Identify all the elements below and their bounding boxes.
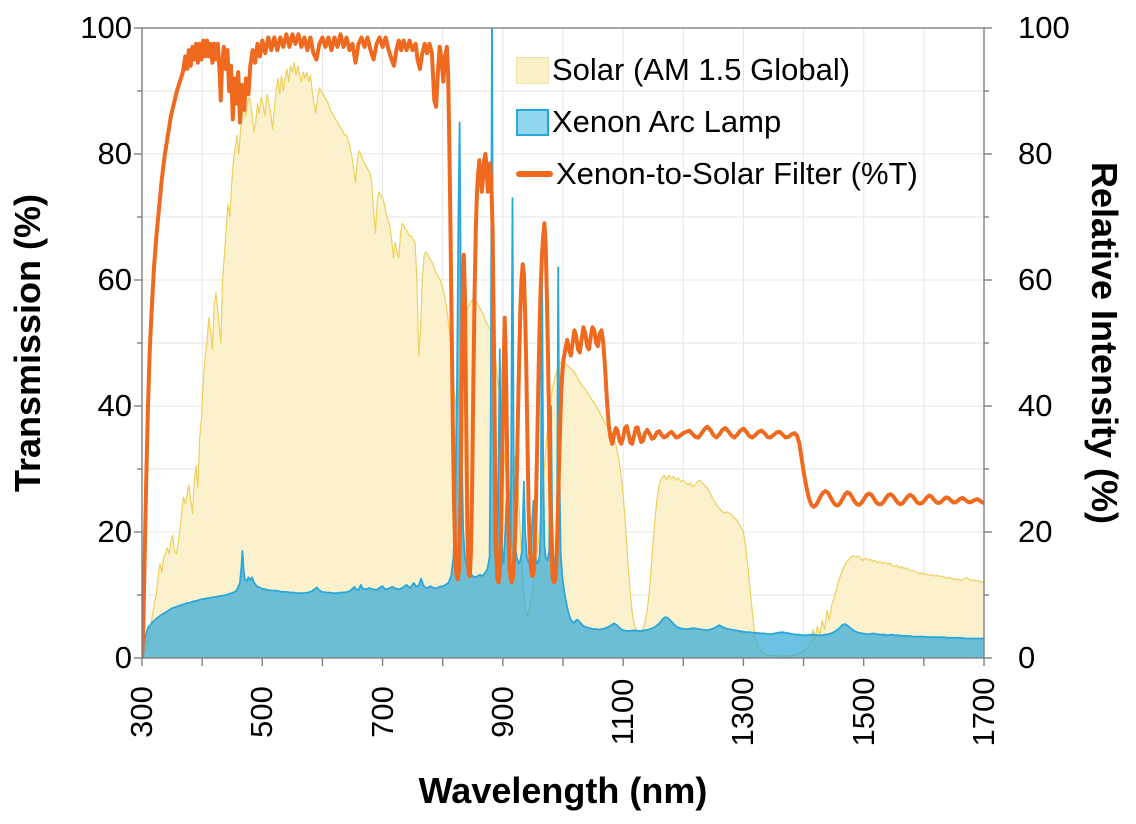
left-axis-title: Transmission (%) [7,193,48,493]
legend: Solar (AM 1.5 Global) Xenon Arc Lamp Xen… [516,44,918,200]
legend-label-filter: Xenon-to-Solar Filter (%T) [556,156,918,191]
y-tick-label-right: 20 [1018,514,1053,549]
x-tick-label: 1300 [725,677,761,747]
x-tick-label: 1500 [845,677,881,747]
y-tick-label-left: 0 [114,640,132,675]
legend-label-solar: Solar (AM 1.5 Global) [552,52,851,87]
series-outline-1 [142,28,984,656]
y-tick-label-right: 40 [1018,388,1053,423]
y-tick-label-left: 60 [97,262,132,297]
series-line-2 [142,32,984,658]
solar-swatch-icon [516,56,549,84]
series-area-0 [142,62,984,658]
filter-line-swatch-icon [516,171,553,177]
x-tick-label: 900 [484,686,520,738]
legend-item-xenon: Xenon Arc Lamp [516,96,918,148]
legend-label-xenon: Xenon Arc Lamp [552,104,782,139]
x-axis-title: Wavelength (nm) [418,770,708,811]
y-tick-label-right: 100 [1018,10,1070,45]
y-tick-label-left: 20 [97,514,132,549]
y-tick-label-left: 100 [80,10,132,45]
y-tick-label-left: 80 [97,136,132,171]
y-tick-label-right: 60 [1018,262,1053,297]
xenon-swatch-icon [516,108,549,136]
x-tick-label: 1100 [605,678,641,746]
series-group [142,28,984,658]
axis-ticks [134,27,992,666]
x-tick-label: 1700 [966,677,1001,747]
legend-item-filter: Xenon-to-Solar Filter (%T) [516,148,918,200]
legend-item-solar: Solar (AM 1.5 Global) [516,44,918,96]
x-tick-label: 300 [124,686,159,738]
x-tick-label: 500 [244,686,280,738]
y-tick-label-right: 80 [1018,136,1053,171]
right-axis-title: Relative Intensity (%) [1084,161,1125,525]
x-tick-label: 700 [364,686,400,738]
y-tick-label-right: 0 [1018,640,1036,675]
y-tick-label-left: 40 [97,388,132,423]
